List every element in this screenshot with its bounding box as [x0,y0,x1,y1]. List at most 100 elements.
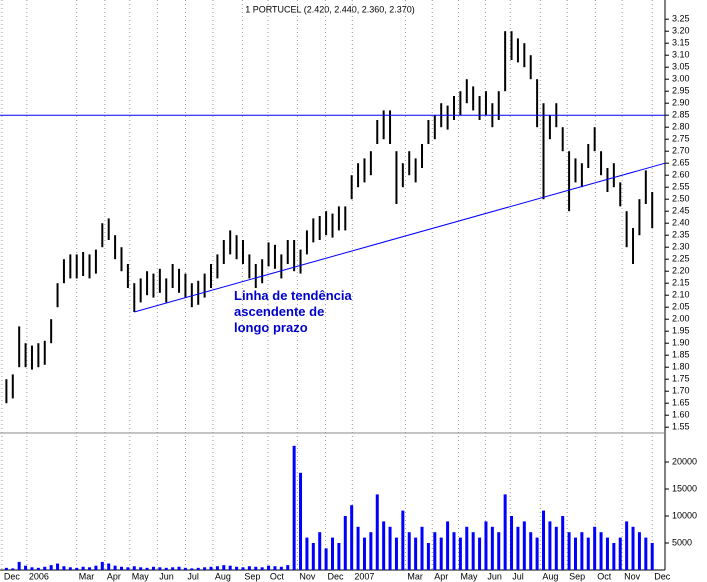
volume-bar [254,566,258,570]
x-tick-label: Aug [215,571,231,581]
y-tick-label: 2.60 [672,170,690,180]
annotation: Linha de tendência [234,288,353,303]
volume-bar [343,516,347,570]
x-tick-label: Nov [624,571,641,581]
volume-bar [196,567,200,570]
y-tick-label: 1.95 [672,326,690,336]
volume-bar [561,516,565,570]
volume-bar [24,565,28,570]
x-tick-label: Sep [569,571,585,581]
x-tick-label: Nov [299,571,316,581]
volume-bar [554,526,558,570]
y-tick-label: 2.75 [672,134,690,144]
y-tick-label: 2.30 [672,242,690,252]
volume-bar [119,566,123,570]
volume-bar [139,567,143,570]
y-tick-label: 3.00 [672,74,690,84]
y-tick-label: 1.70 [672,386,690,396]
volume-bar [612,543,616,570]
volume-bar [535,537,539,570]
x-tick-label: Jun [487,571,502,581]
x-tick-label: Jun [159,571,174,581]
y-tick-label: 1.90 [672,338,690,348]
volume-bar [382,521,386,570]
y-tick-label: 2.50 [672,194,690,204]
y2-tick-label: 20000 [672,456,697,466]
volume-bar [94,565,98,570]
x-tick-label: May [460,571,478,581]
volume-bar [132,566,136,570]
volume-bar [548,521,552,570]
x-tick-label: Dec [327,571,344,581]
y-tick-label: 2.35 [672,230,690,240]
volume-bar [62,566,66,570]
x-tick-label: 2007 [354,571,374,581]
x-tick-label: Oct [270,571,285,581]
volume-bar [4,567,8,570]
volume-bar [43,566,47,570]
y-tick-label: 2.25 [672,254,690,264]
x-tick-label: 2006 [29,571,49,581]
y-tick-label: 2.10 [672,290,690,300]
volume-bar [420,526,424,570]
volume-bar [260,567,264,570]
volume-bar [88,567,92,570]
y-tick-label: 2.20 [672,266,690,276]
volume-bar [190,568,194,570]
annotation: longo prazo [234,320,308,335]
volume-bar [215,566,219,570]
y2-tick-label: 15000 [672,483,697,493]
volume-bar [593,526,597,570]
volume-bar [209,566,213,570]
volume-bar [484,521,488,570]
volume-bar [177,566,181,570]
y-tick-label: 3.10 [672,50,690,60]
volume-bar [350,505,354,570]
x-tick-label: Jul [512,571,524,581]
volume-bar [68,567,72,570]
volume-bar [273,566,277,570]
volume-bar [426,543,430,570]
x-tick-label: Dec [654,571,671,581]
volume-bar [388,526,392,570]
volume-bar [75,567,79,570]
y-tick-label: 1.55 [672,422,690,432]
volume-bar [471,532,475,570]
y-tick-label: 2.95 [672,86,690,96]
y2-tick-label: 10000 [672,510,697,520]
volume-bar [318,532,322,570]
volume-bar [100,561,104,570]
volume-bar [203,567,207,570]
volume-bar [490,526,494,570]
volume-bar [235,566,239,570]
volume-bar [618,537,622,570]
y-tick-label: 2.55 [672,182,690,192]
volume-bar [605,537,609,570]
volume-bar [394,537,398,570]
annotation: ascendente de [234,304,324,319]
x-tick-label: May [132,571,150,581]
x-tick-label: Apr [434,571,448,581]
y-tick-label: 2.70 [672,146,690,156]
volume-bar [164,567,168,570]
volume-bar [107,563,111,570]
y-tick-label: 1.60 [672,410,690,420]
volume-bar [36,567,40,570]
volume-bar [407,532,411,570]
volume-bar [497,532,501,570]
chart-title: 1 PORTUCEL (2.420, 2.440, 2.360, 2.370) [245,4,415,14]
volume-bar [151,566,155,570]
y-tick-label: 1.65 [672,398,690,408]
volume-bar [356,526,360,570]
x-tick-label: Jul [187,571,199,581]
x-tick-label: Mar [79,571,95,581]
volume-bar [241,567,245,570]
volume-bar [452,532,456,570]
volume-bar [375,494,379,570]
volume-bar [599,532,603,570]
volume-bar [126,567,130,570]
volume-bar [637,532,641,570]
volume-bar [286,565,290,570]
y-tick-label: 3.05 [672,62,690,72]
volume-bar [49,565,53,570]
